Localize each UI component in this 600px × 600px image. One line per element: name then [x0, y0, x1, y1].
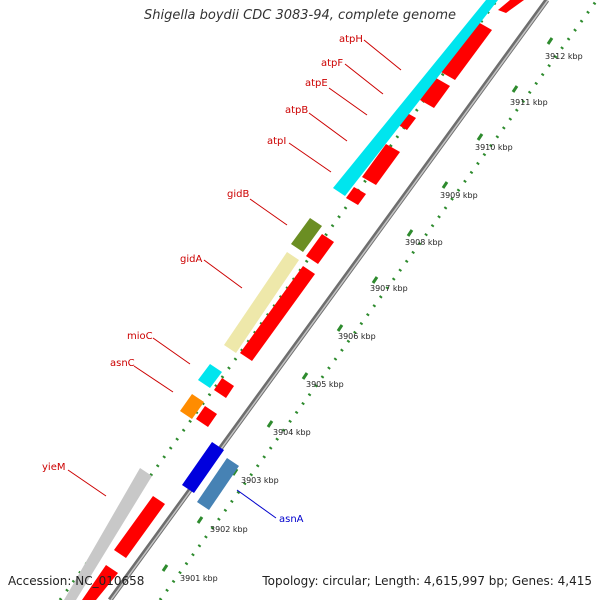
scale-label-3910: 3910 kbp	[475, 143, 513, 152]
gene-label-mioC: mioC	[127, 331, 153, 342]
gene-label-atpI: atpI	[267, 136, 286, 147]
cds-red-atpF	[420, 78, 450, 108]
backbone-highlight	[110, 0, 549, 600]
gene-labels: atpH atpF atpE atpB atpI gidB gidA mioC …	[42, 34, 363, 525]
major-ticks: 3912 kbp 3911 kbp 3910 kbp 3909 kbp 3908…	[161, 37, 583, 583]
asnA-track	[182, 442, 239, 510]
cds-red-bottom	[82, 565, 118, 600]
gene-label-atpE: atpE	[305, 78, 328, 89]
tick-3901	[161, 564, 169, 572]
leader-asnC	[133, 365, 174, 393]
gene-label-atpB: atpB	[285, 105, 308, 116]
scale-label-3909: 3909 kbp	[440, 191, 478, 200]
scale-label-3905: 3905 kbp	[306, 380, 344, 389]
scale-label-3908: 3908 kbp	[405, 238, 443, 247]
feature-asnA-2	[197, 458, 239, 510]
plus-strand-track	[64, 0, 498, 600]
tick-3911	[511, 85, 519, 93]
gene-label-atpF: atpF	[321, 58, 343, 69]
scale-label-3906: 3906 kbp	[338, 332, 376, 341]
map-title: Shigella boydii CDC 3083-94, complete ge…	[143, 8, 457, 23]
scale-label-3912: 3912 kbp	[545, 52, 583, 61]
cds-red-yieM	[114, 496, 165, 558]
genome-backbone	[107, 0, 550, 600]
leader-gidB	[249, 198, 288, 226]
feature-asnA-1	[182, 442, 224, 493]
scale-label-3903: 3903 kbp	[241, 476, 279, 485]
accession-text: Accession: NC_010658	[8, 574, 145, 588]
gene-label-asnC: asnC	[110, 358, 135, 369]
tick-3902	[196, 516, 204, 524]
genome-summary-text: Topology: circular; Length: 4,615,997 bp…	[262, 574, 592, 588]
leader-asnA	[236, 489, 277, 519]
backbone-line	[107, 0, 550, 600]
scale-label-3901: 3901 kbp	[180, 574, 218, 583]
leader-atpE	[328, 87, 368, 116]
leader-atpH	[363, 39, 402, 71]
feature-gidB	[291, 218, 322, 252]
cds-red-gidA	[240, 266, 315, 361]
cds-red-gidB	[306, 234, 334, 264]
tick-3908	[406, 229, 414, 237]
feature-mioC	[198, 364, 222, 388]
feature-gidA	[224, 252, 299, 353]
cds-red-mioC	[214, 378, 234, 398]
tick-3903	[231, 468, 239, 476]
tick-3912	[546, 37, 554, 45]
tick-3904	[266, 420, 274, 428]
leader-atpF	[344, 63, 384, 95]
feature-yieM	[64, 468, 152, 600]
leader-atpB	[308, 112, 348, 142]
tick-3907	[371, 276, 379, 284]
minus-strand-track	[82, 0, 524, 600]
cds-red-asnC	[196, 406, 217, 427]
leader-atpI	[288, 142, 332, 173]
leader-mioC	[152, 337, 191, 365]
feature-atp-operon	[333, 0, 498, 196]
tick-3910	[476, 133, 484, 141]
gene-label-yieM: yieM	[42, 462, 65, 473]
cds-red-atpB	[362, 144, 400, 185]
leader-gidA	[203, 259, 243, 289]
gene-label-gidA: gidA	[180, 254, 202, 265]
tick-3909	[441, 181, 449, 189]
tick-3906	[336, 324, 344, 332]
gene-label-asnA: asnA	[279, 514, 304, 525]
gene-label-atpH: atpH	[339, 34, 363, 45]
leader-yieM	[67, 469, 107, 497]
scale-label-3911: 3911 kbp	[510, 98, 548, 107]
label-leaders	[67, 39, 402, 519]
scale-label-3907: 3907 kbp	[370, 284, 408, 293]
cds-red-atpI	[346, 187, 366, 205]
tick-3905	[301, 372, 309, 380]
cds-red-atpH	[441, 22, 492, 80]
scale-label-3904: 3904 kbp	[273, 428, 311, 437]
scale-label-3902: 3902 kbp	[210, 525, 248, 534]
feature-asnC	[180, 394, 204, 419]
gene-label-gidB: gidB	[227, 189, 249, 200]
cds-red-atp-top	[498, 0, 524, 13]
